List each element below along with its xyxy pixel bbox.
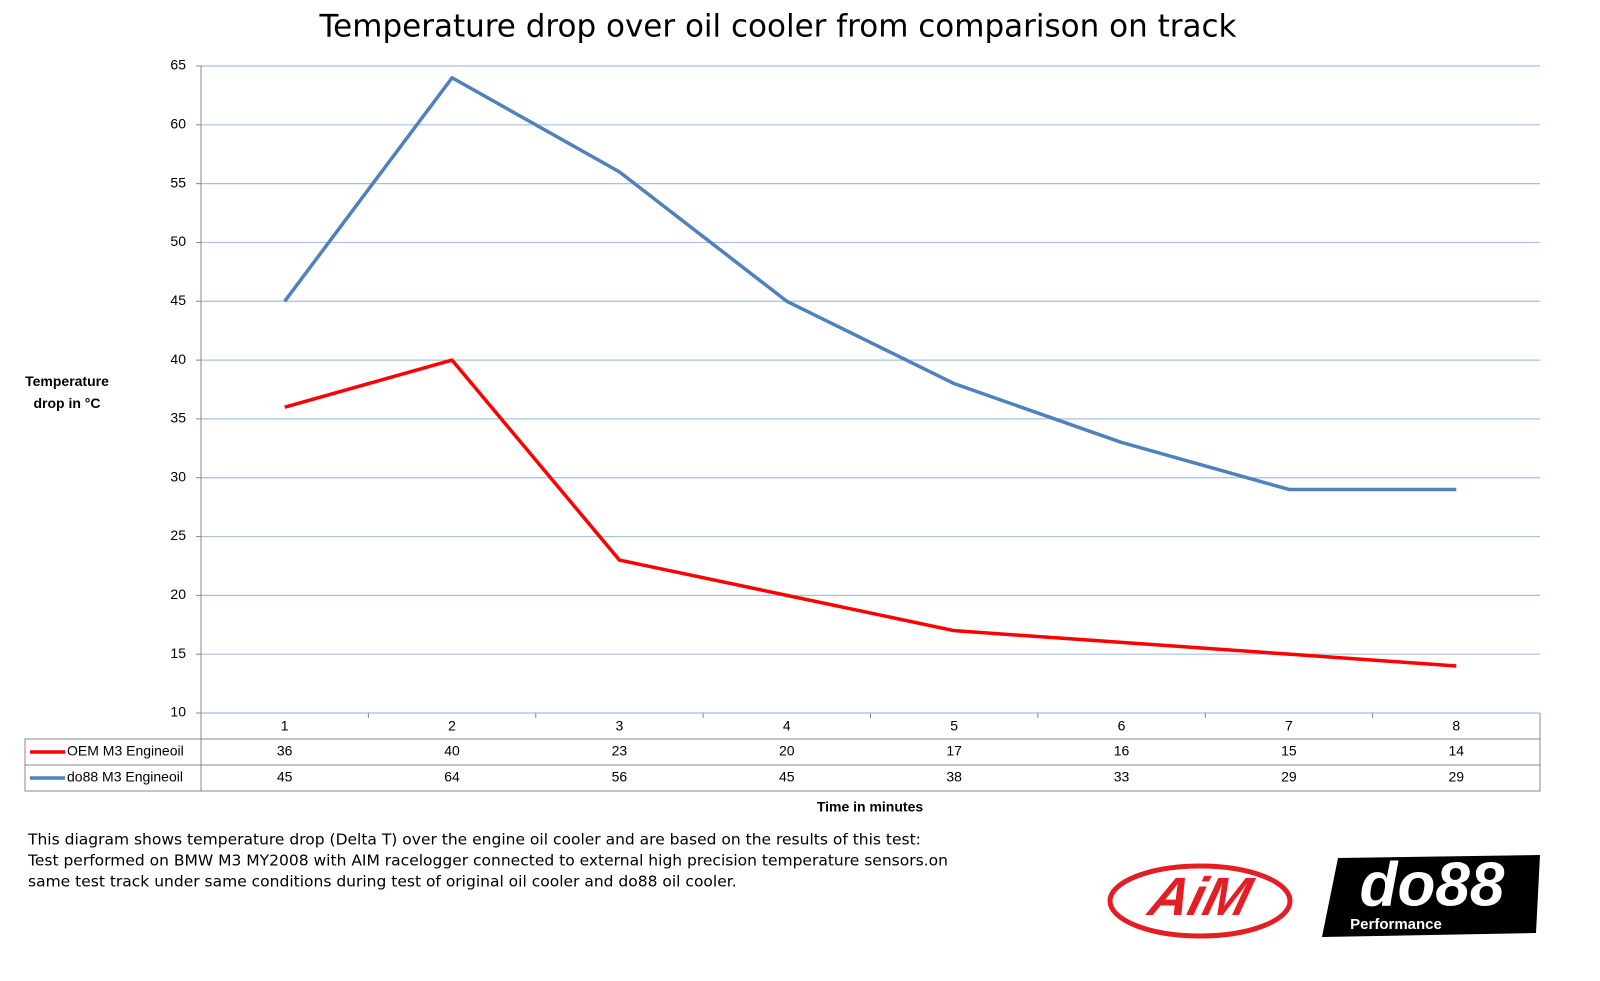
x-tick-label: 4 xyxy=(783,718,791,734)
x-tick-label: 6 xyxy=(1118,718,1126,734)
aim-logo: AiM xyxy=(1107,863,1293,939)
table-value: 56 xyxy=(612,769,628,785)
table-value: 40 xyxy=(444,743,460,759)
logo-ring xyxy=(1107,863,1293,939)
legend-label: OEM M3 Engineoil xyxy=(67,743,184,759)
y-tick-label: 35 xyxy=(170,410,186,426)
y-tick-label: 65 xyxy=(170,57,186,73)
y-tick-label: 25 xyxy=(170,527,186,543)
y-tick-label: 15 xyxy=(170,645,186,661)
series-line xyxy=(284,358,1457,668)
x-tick-label: 5 xyxy=(950,718,958,734)
table-value: 33 xyxy=(1114,769,1130,785)
table-value: 45 xyxy=(277,769,293,785)
y-tick-label: 40 xyxy=(170,351,186,367)
logo-do88: do88 xyxy=(1360,850,1505,919)
y-tick-label: 30 xyxy=(170,468,186,484)
table-value: 17 xyxy=(946,743,962,759)
x-axis-label: Time in minutes xyxy=(817,799,924,815)
table-value: 20 xyxy=(779,743,795,759)
do88-logo: do88 Performance xyxy=(1322,850,1540,937)
x-tick-label: 7 xyxy=(1285,718,1293,734)
table-value: 23 xyxy=(612,743,628,759)
table-value: 16 xyxy=(1114,743,1130,759)
table-value: 38 xyxy=(946,769,962,785)
y-axis-label: Temperature drop in °C xyxy=(25,373,109,411)
footnote: same test track under same conditions du… xyxy=(28,873,737,891)
table-value: 64 xyxy=(444,769,460,785)
x-tick-label: 1 xyxy=(281,718,289,734)
y-tick-label: 60 xyxy=(170,116,186,132)
y-tick-label: 20 xyxy=(170,586,186,602)
table-value: 29 xyxy=(1449,769,1465,785)
legend-label: do88 M3 Engineoil xyxy=(67,769,183,785)
y-tick-label: 50 xyxy=(170,233,186,249)
table-value: 14 xyxy=(1449,743,1465,759)
table-value: 15 xyxy=(1281,743,1297,759)
logo-performance: Performance xyxy=(1350,916,1442,933)
table-value: 45 xyxy=(779,769,795,785)
x-tick-label: 2 xyxy=(448,718,456,734)
footnote: This diagram shows temperature drop (Del… xyxy=(27,831,921,849)
table-value: 29 xyxy=(1281,769,1297,785)
y-tick-label: 45 xyxy=(170,292,186,308)
table-value: 36 xyxy=(277,743,293,759)
y-tick-label: 55 xyxy=(170,174,186,190)
logo-box xyxy=(1322,855,1540,937)
logo-aim: AiM xyxy=(1141,866,1259,927)
x-tick-label: 3 xyxy=(616,718,624,734)
series-line xyxy=(283,76,1457,492)
footnote: Test performed on BMW M3 MY2008 with AIM… xyxy=(27,852,948,870)
y-tick-label: 10 xyxy=(170,704,186,720)
x-tick-label: 8 xyxy=(1452,718,1460,734)
chart-title: Temperature drop over oil cooler from co… xyxy=(319,9,1237,45)
